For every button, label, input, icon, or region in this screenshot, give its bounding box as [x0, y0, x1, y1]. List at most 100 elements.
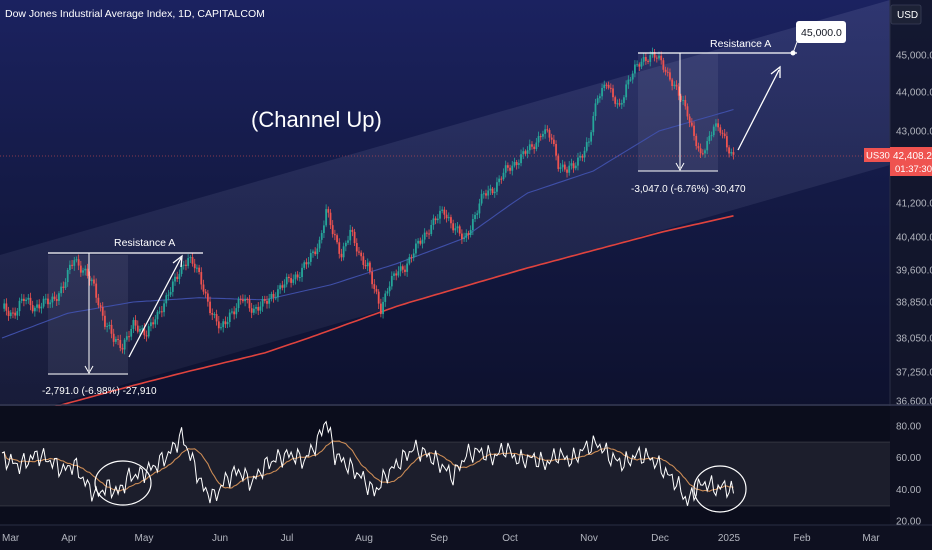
candle: [268, 293, 271, 309]
candle: [349, 224, 352, 245]
candle: [583, 146, 586, 163]
target-callout: [796, 21, 846, 43]
candle: [690, 118, 693, 128]
candle: [20, 293, 23, 304]
candle: [704, 148, 706, 158]
candle: [710, 131, 713, 141]
candle: [612, 84, 614, 101]
candle: [680, 93, 682, 102]
candle: [502, 168, 505, 181]
candle: [307, 256, 310, 268]
candle: [664, 66, 667, 76]
candle: [213, 312, 216, 319]
candle: [638, 62, 641, 72]
candle: [458, 224, 461, 237]
candle: [93, 275, 95, 287]
candle: [235, 303, 238, 319]
candle: [327, 206, 330, 218]
target-arrowhead: [770, 65, 781, 78]
candle: [655, 55, 658, 63]
candle: [9, 309, 12, 319]
candle: [318, 236, 321, 252]
candle: [55, 294, 58, 307]
candle: [44, 293, 47, 304]
candle: [517, 159, 520, 169]
x-tick-label: Jun: [212, 533, 228, 544]
candle: [627, 75, 630, 89]
candle: [662, 57, 665, 73]
candle: [382, 296, 384, 319]
candle: [277, 285, 279, 302]
candle: [305, 258, 308, 270]
candle: [314, 247, 317, 256]
candle: [99, 302, 102, 312]
x-tick-label: Dec: [651, 533, 669, 544]
candle: [303, 260, 306, 270]
candle: [150, 318, 152, 332]
candle: [215, 309, 218, 326]
candle: [209, 296, 211, 316]
candle: [489, 184, 492, 196]
x-tick-label: Mar: [2, 533, 20, 544]
candle: [474, 211, 476, 223]
candle: [224, 316, 227, 329]
candle: [625, 80, 628, 101]
candle: [454, 223, 457, 235]
rebound-arrowhead-1: [172, 254, 183, 268]
rsi-tick-label: 80.00: [896, 422, 921, 433]
candle: [226, 316, 229, 329]
candle: [266, 295, 268, 309]
candle: [649, 51, 652, 67]
candle: [178, 269, 181, 285]
candle: [174, 273, 176, 286]
candle: [605, 82, 608, 90]
candle: [47, 293, 49, 309]
candle: [351, 226, 354, 237]
candle: [156, 309, 159, 325]
currency-box: [890, 4, 922, 25]
candle: [697, 142, 700, 152]
candle: [695, 133, 698, 150]
candle: [185, 259, 187, 271]
candle: [211, 308, 214, 321]
candle: [395, 269, 398, 281]
candle: [634, 60, 636, 78]
candle: [653, 49, 656, 62]
candle: [112, 328, 115, 347]
candle: [537, 131, 540, 147]
candle: [590, 129, 593, 145]
candle: [585, 137, 588, 153]
candle: [452, 219, 455, 233]
sma-50-line: [1, 108, 734, 339]
candle: [66, 267, 69, 287]
candle: [563, 161, 566, 172]
candle: [16, 307, 19, 321]
candle: [97, 293, 100, 309]
candle: [316, 243, 319, 259]
candle: [441, 206, 444, 214]
candle: [366, 258, 369, 272]
candle: [412, 248, 415, 262]
sma-200-line: [1, 215, 734, 422]
candle: [373, 279, 376, 294]
candle: [660, 51, 663, 65]
candle: [717, 118, 720, 132]
x-tick-label: Aug: [355, 533, 373, 544]
candle: [7, 306, 10, 321]
target-point: [790, 50, 796, 56]
candle: [688, 113, 691, 128]
candle: [647, 59, 649, 65]
candle: [261, 296, 264, 312]
candle: [594, 98, 597, 121]
candle: [233, 306, 236, 320]
candle: [408, 253, 411, 266]
candle: [706, 137, 709, 155]
candle: [160, 305, 163, 318]
candle: [686, 103, 689, 120]
candle: [165, 292, 168, 307]
candle: [393, 271, 395, 281]
candle: [614, 95, 617, 107]
drop-arrow-2: [675, 162, 685, 172]
